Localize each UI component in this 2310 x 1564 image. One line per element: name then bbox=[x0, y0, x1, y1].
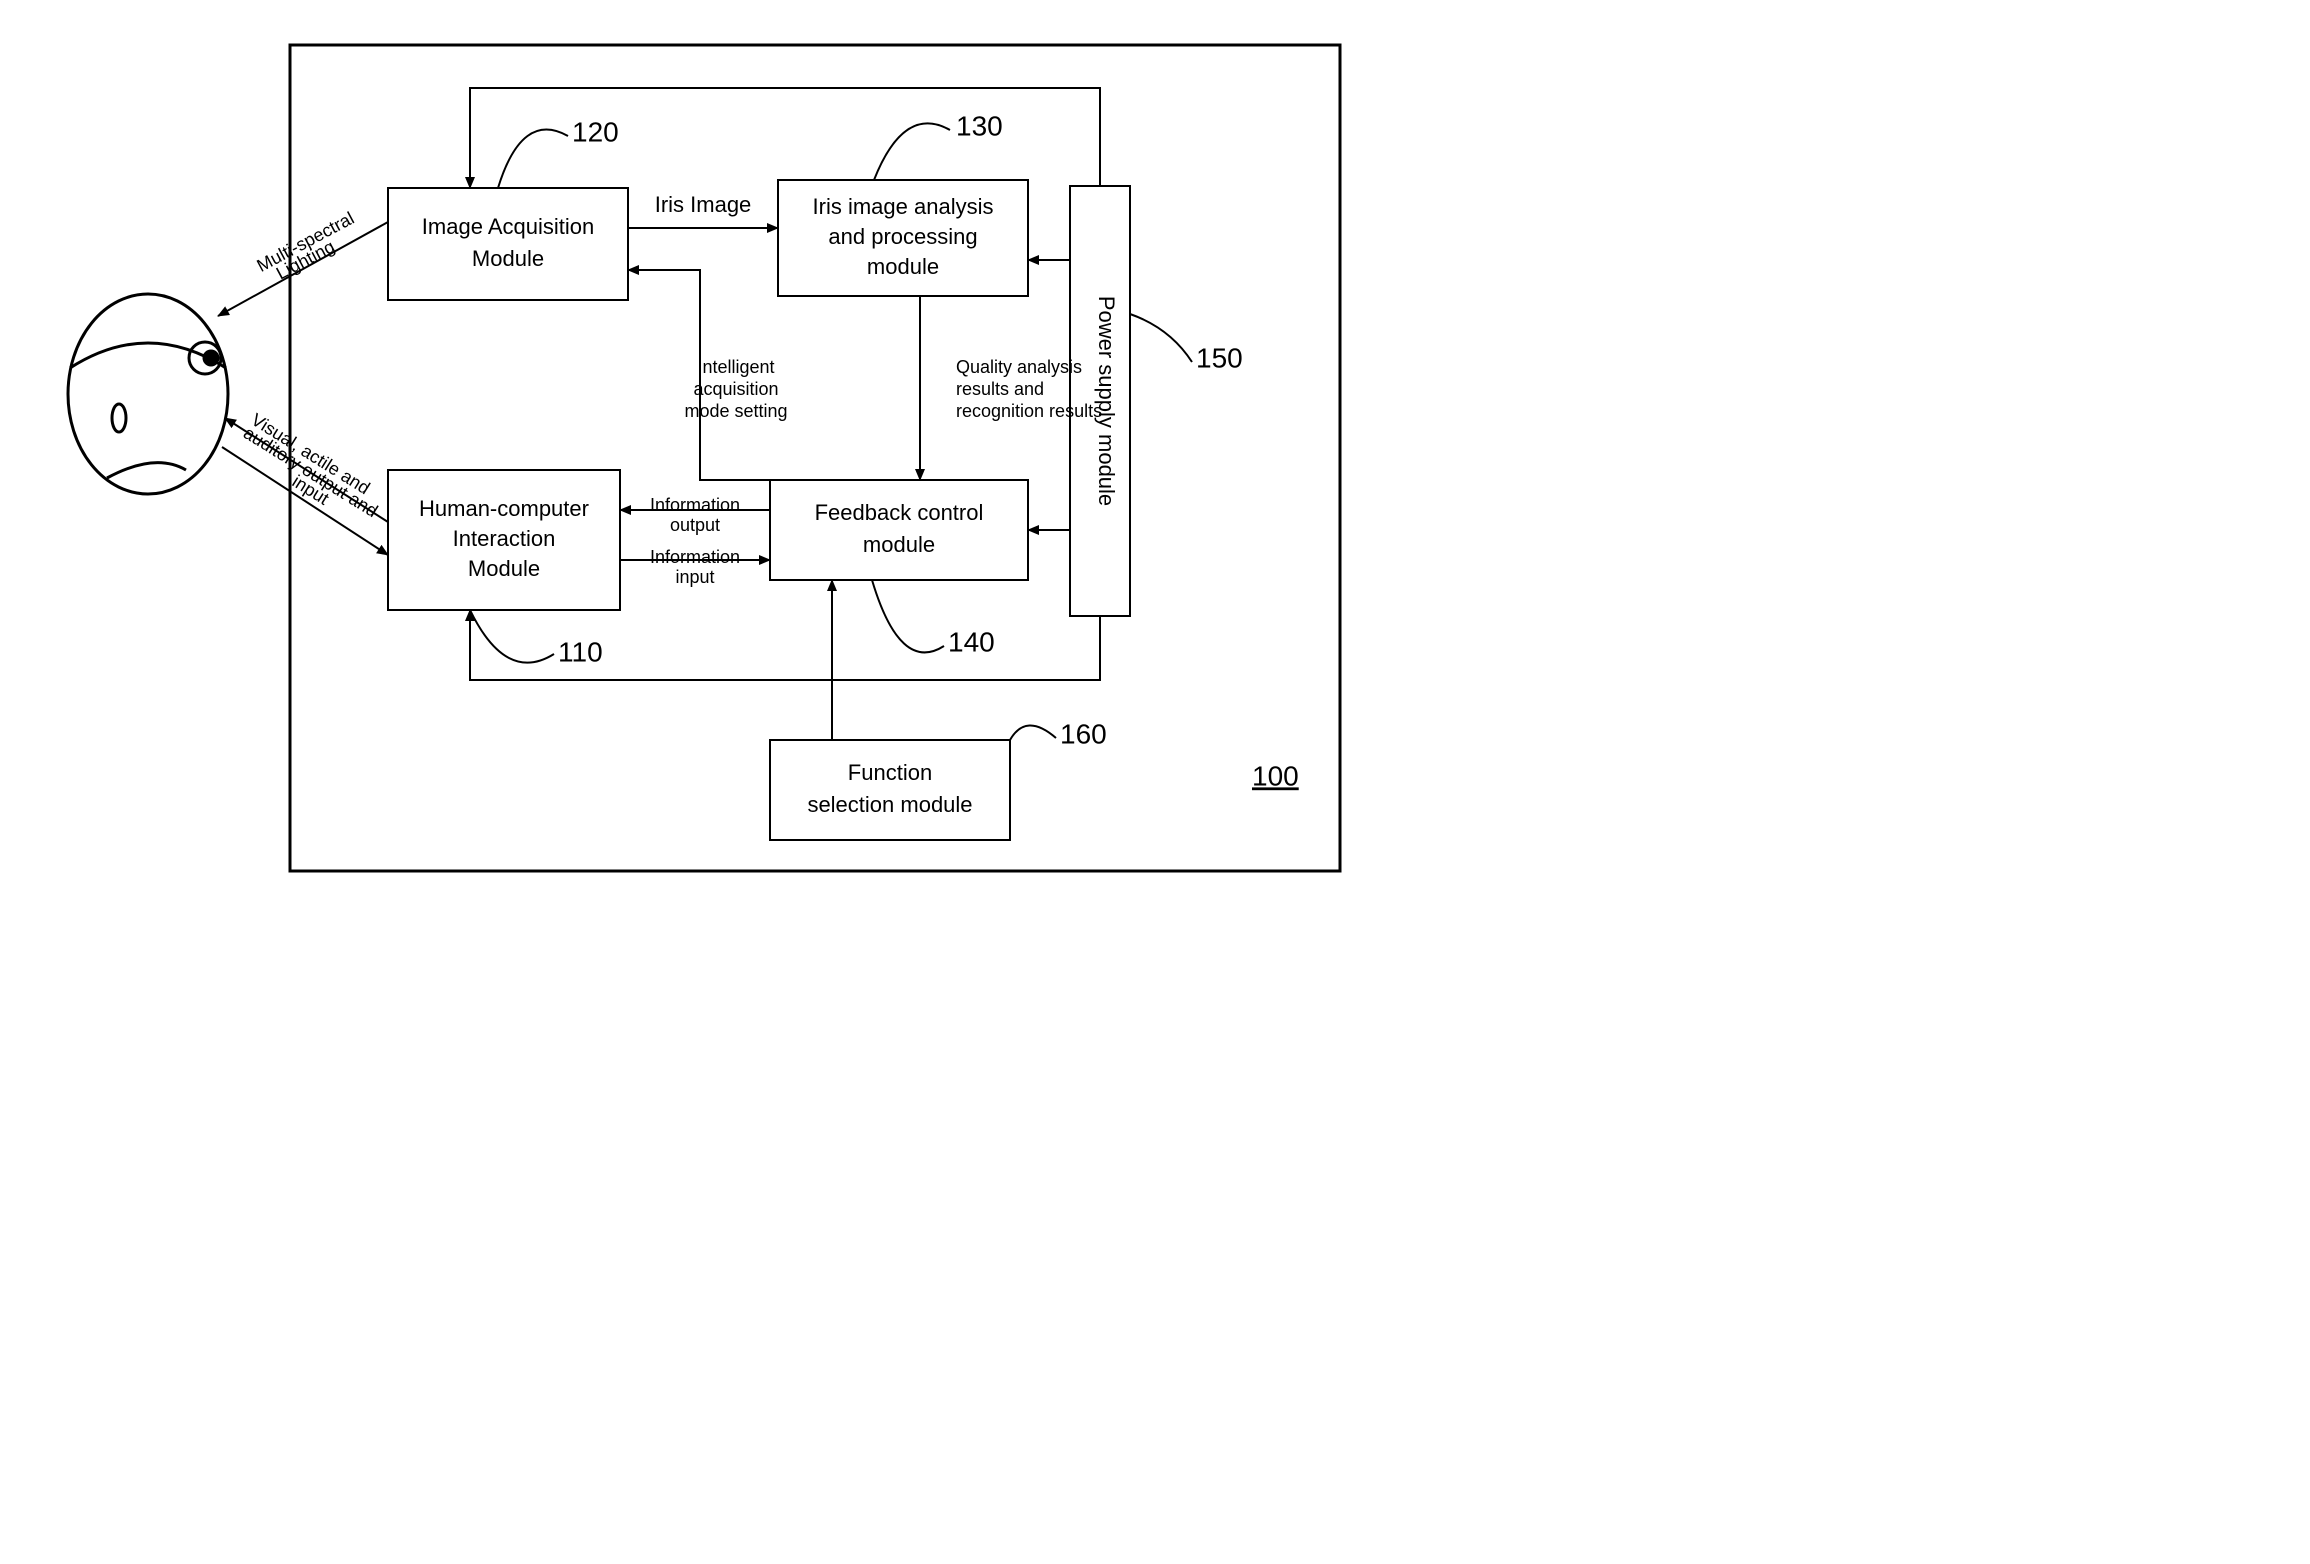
svg-text:results and: results and bbox=[956, 379, 1044, 399]
svg-text:Interaction: Interaction bbox=[453, 526, 556, 551]
user-face-icon bbox=[68, 294, 228, 494]
edge-power-top-imageacq bbox=[470, 88, 1100, 188]
feedback-module-box bbox=[770, 480, 1028, 580]
svg-text:acquisition: acquisition bbox=[693, 379, 778, 399]
ref-label-120: 120 bbox=[572, 116, 619, 147]
svg-text:selection module: selection module bbox=[807, 792, 972, 817]
leader-120 bbox=[498, 130, 568, 189]
svg-text:Quality analysis: Quality analysis bbox=[956, 357, 1082, 377]
svg-text:and processing: and processing bbox=[828, 224, 977, 249]
ref-label-130: 130 bbox=[956, 110, 1003, 141]
svg-text:Human-computer: Human-computer bbox=[419, 496, 589, 521]
svg-text:input: input bbox=[675, 567, 714, 587]
leader-110 bbox=[470, 610, 554, 663]
svg-text:Module: Module bbox=[468, 556, 540, 581]
leader-160 bbox=[1010, 725, 1056, 740]
svg-text:Function: Function bbox=[848, 760, 932, 785]
function_sel-module-box bbox=[770, 740, 1010, 840]
leader-140 bbox=[872, 580, 944, 652]
ref-label-150: 150 bbox=[1196, 342, 1243, 373]
ref-label-160: 160 bbox=[1060, 718, 1107, 749]
svg-text:Intelligent: Intelligent bbox=[697, 357, 774, 377]
svg-text:Information: Information bbox=[650, 495, 740, 515]
svg-text:module: module bbox=[867, 254, 939, 279]
ref-label-110: 110 bbox=[558, 636, 603, 667]
svg-text:output: output bbox=[670, 515, 720, 535]
label-iris-image: Iris Image bbox=[655, 192, 752, 217]
svg-text:Iris image analysis: Iris image analysis bbox=[813, 194, 994, 219]
leader-150 bbox=[1130, 314, 1192, 362]
svg-text:module: module bbox=[863, 532, 935, 557]
svg-text:Image Acquisition: Image Acquisition bbox=[422, 214, 594, 239]
svg-text:recognition results: recognition results bbox=[956, 401, 1102, 421]
ref-label-140: 140 bbox=[948, 626, 995, 657]
image_acq-module-box bbox=[388, 188, 628, 300]
svg-text:Feedback control: Feedback control bbox=[815, 500, 984, 525]
svg-text:mode setting: mode setting bbox=[684, 401, 787, 421]
svg-text:Module: Module bbox=[472, 246, 544, 271]
ref-label-100: 100 bbox=[1252, 760, 1299, 791]
svg-text:Information: Information bbox=[650, 547, 740, 567]
leader-130 bbox=[874, 123, 950, 180]
